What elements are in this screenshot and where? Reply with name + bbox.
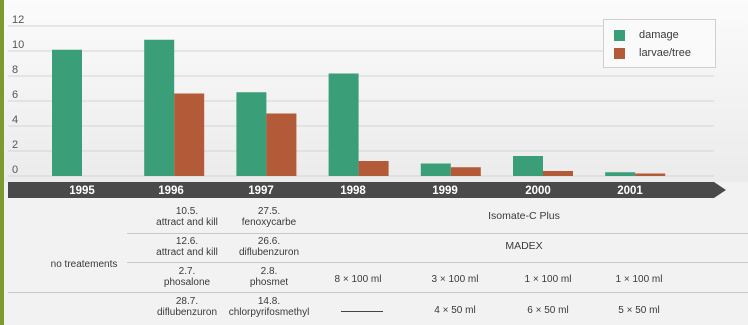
product-isomate: Isomate-C Plus xyxy=(488,210,560,222)
bar-larvaetree-2000 xyxy=(543,171,573,176)
dose-1998: 8 × 100 ml xyxy=(334,274,382,285)
dose-2000: 1 × 100 ml xyxy=(524,274,572,285)
row-divider xyxy=(8,292,748,293)
y-tick-label: 12 xyxy=(12,14,24,26)
bar-chart: 0 2 4 6 8 10 12 1995 1996 1997 1998 1999 2000 2001 xyxy=(8,14,726,198)
y-tick-label: 8 xyxy=(12,64,18,76)
x-tick-label: 1997 xyxy=(248,185,274,197)
bar-damage-1997 xyxy=(236,92,267,176)
cell-text: attract and kill xyxy=(156,247,218,258)
x-tick-label: 1998 xyxy=(340,185,366,197)
x-tick-label: 2001 xyxy=(617,185,643,197)
dose-2000: 6 × 50 ml xyxy=(527,305,569,316)
cell-text: phosalone xyxy=(163,277,211,288)
legend-swatch-larvae xyxy=(614,48,625,59)
cell-date: 27.5. xyxy=(257,206,281,217)
cell-date: 26.6. xyxy=(257,236,281,247)
cell-date: 12.6. xyxy=(175,236,199,247)
row-divider xyxy=(127,233,748,234)
table-cell: 2.7. phosalone xyxy=(107,266,267,288)
y-tick-label: 10 xyxy=(12,39,24,51)
bar-larvaetree-1996 xyxy=(174,93,205,176)
y-tick-label: 2 xyxy=(12,139,18,151)
y-tick-label: 4 xyxy=(12,114,18,126)
cell-date: 2.7. xyxy=(178,266,196,277)
dose-1999: 3 × 100 ml xyxy=(431,274,479,285)
cell-text: fenoxycarbe xyxy=(241,217,297,228)
cell-text: chlorpyrifosmethyl xyxy=(228,307,310,318)
cell-text: diflubenzuron xyxy=(156,307,218,318)
x-tick-label: 1996 xyxy=(158,185,184,197)
x-tick-label: 1999 xyxy=(432,185,458,197)
left-accent-strip xyxy=(0,0,4,325)
table-cell: 14.8. chlorpyrifosmethyl xyxy=(194,296,344,318)
bar-larvaetree-2001 xyxy=(635,173,666,176)
bar-damage-2001 xyxy=(605,172,636,176)
table-cell: 10.5. attract and kill xyxy=(107,206,267,228)
cell-date: 28.7. xyxy=(175,296,199,307)
legend-label-damage: damage xyxy=(639,29,679,41)
table-cell: 28.7. diflubenzuron xyxy=(107,296,267,318)
x-tick-label: 1995 xyxy=(69,185,95,197)
bar-larvaetree-1997 xyxy=(266,113,297,176)
cell-text: phosmet xyxy=(249,277,289,288)
cell-text: attract and kill xyxy=(156,217,218,228)
cell-date: 2.8. xyxy=(260,266,278,277)
bar-damage-1999 xyxy=(420,163,451,176)
bar-damage-2000 xyxy=(513,156,543,176)
bar-damage-1998 xyxy=(328,73,359,176)
row-divider xyxy=(127,262,748,263)
table-cell: 27.5. fenoxycarbe xyxy=(194,206,344,228)
bar-damage-1995 xyxy=(52,49,82,176)
legend-swatch-damage xyxy=(614,30,625,41)
cell-text: diflubenzuron xyxy=(238,247,300,258)
empty-dash xyxy=(341,311,383,312)
bar-larvaetree-1999 xyxy=(450,167,481,176)
chart-area: 0 2 4 6 8 10 12 1995 1996 1997 1998 1999 2000 2001 da… xyxy=(4,0,748,198)
y-tick-label: 0 xyxy=(12,164,18,176)
product-madex: MADEX xyxy=(505,240,543,252)
cell-date: 14.8. xyxy=(257,296,281,307)
y-tick-label: 6 xyxy=(12,89,18,101)
x-tick-label: 2000 xyxy=(525,185,551,197)
table-cell: 12.6. attract and kill xyxy=(107,236,267,258)
dose-2001: 5 × 50 ml xyxy=(618,305,660,316)
bar-damage-1996 xyxy=(144,39,175,176)
row-label-no-treatments: no treatements xyxy=(50,259,118,270)
x-axis-band xyxy=(8,182,726,198)
cell-date: 10.5. xyxy=(175,206,199,217)
treatment-table: no treatements 10.5. attract and kill 27… xyxy=(4,203,748,325)
legend: damage larvae/tree xyxy=(603,19,716,68)
table-cell: 2.8. phosmet xyxy=(194,266,344,288)
legend-label-larvae: larvae/tree xyxy=(639,47,691,59)
dose-1999: 4 × 50 ml xyxy=(434,305,476,316)
bar-larvaetree-1998 xyxy=(358,161,389,176)
dose-2001: 1 × 100 ml xyxy=(615,274,663,285)
table-cell: 26.6. diflubenzuron xyxy=(194,236,344,258)
